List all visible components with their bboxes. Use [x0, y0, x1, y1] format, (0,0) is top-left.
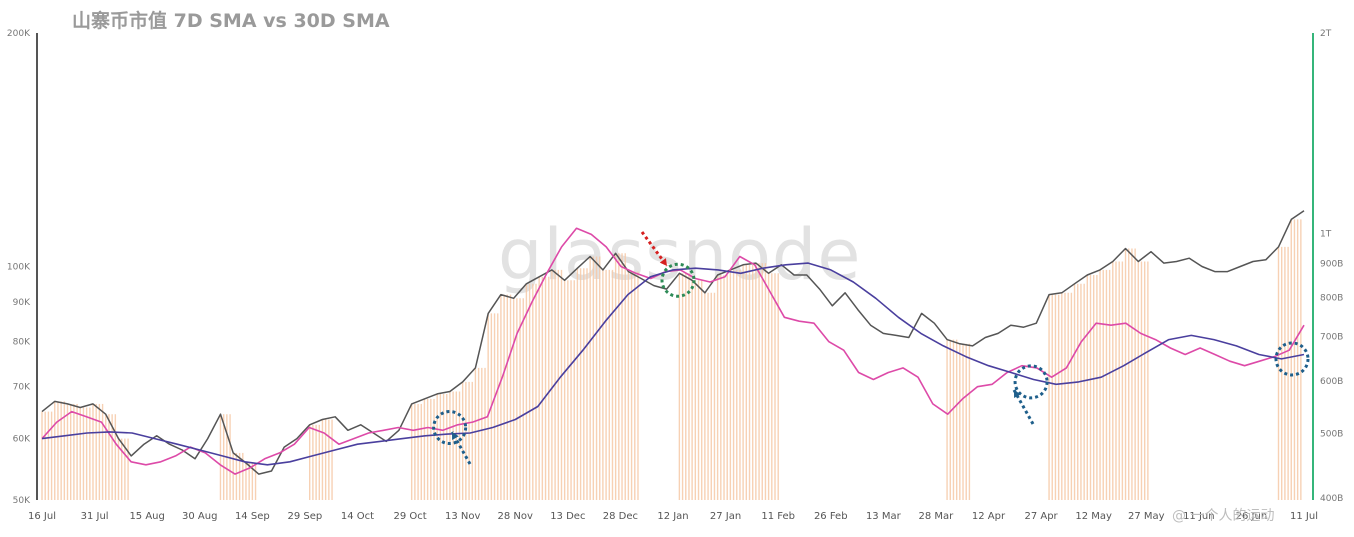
left-tick-label: 70K	[13, 383, 31, 393]
right-tick-label: 800B	[1320, 294, 1343, 304]
x-tick-label: 13 Mar	[866, 511, 902, 522]
x-tick-label: 26 Feb	[814, 511, 848, 522]
right-tick-label: 2T	[1320, 29, 1332, 39]
x-tick-label: 28 Dec	[603, 511, 638, 522]
x-tick-label: 29 Sep	[288, 511, 323, 522]
x-tick-label: 12 Jan	[657, 511, 688, 522]
x-tick-label: 27 Apr	[1024, 511, 1058, 522]
left-tick-label: 200K	[7, 29, 31, 39]
x-tick-label: 12 May	[1075, 511, 1112, 522]
x-tick-label: 28 Nov	[498, 511, 534, 522]
annotation-circle	[432, 410, 468, 446]
annotation-circle	[660, 262, 696, 298]
x-tick-label: 12 Apr	[972, 511, 1006, 522]
right-tick-label: 400B	[1320, 494, 1343, 504]
x-tick-label: 13 Dec	[550, 511, 585, 522]
sma7-line	[41, 227, 1305, 475]
chart-title: 山寨币市值 7D SMA vs 30D SMA	[72, 10, 390, 32]
x-tick-label: 11 Jul	[1290, 511, 1318, 522]
annotation-circle	[1013, 364, 1049, 400]
x-tick-label: 15 Aug	[129, 511, 164, 522]
price-line	[41, 210, 1305, 475]
left-tick-label: 50K	[13, 496, 31, 506]
right-tick-label: 1T	[1320, 229, 1332, 239]
annotation-circle	[1274, 341, 1310, 377]
x-tick-label: 30 Aug	[182, 511, 217, 522]
left-tick-label: 90K	[13, 298, 31, 308]
annotation-arrowhead	[1014, 390, 1021, 398]
right-tick-label: 700B	[1320, 332, 1343, 342]
annotation-arrow	[640, 231, 669, 267]
x-tick-label: 27 Jan	[710, 511, 741, 522]
x-tick-label: 11 Feb	[761, 511, 795, 522]
right-tick-label: 900B	[1320, 260, 1343, 270]
x-tick-label: 31 Jul	[81, 511, 109, 522]
left-tick-label: 60K	[13, 435, 31, 445]
right-tick-label: 500B	[1320, 430, 1343, 440]
sma30-line	[41, 262, 1305, 466]
right-tick-label: 600B	[1320, 377, 1343, 387]
x-tick-label: 14 Oct	[341, 511, 374, 522]
x-tick-label: 14 Sep	[235, 511, 270, 522]
x-tick-label: 29 Oct	[393, 511, 426, 522]
left-tick-label: 100K	[7, 263, 31, 273]
left-tick-label: 80K	[13, 338, 31, 348]
annotation-arrowhead	[452, 432, 459, 440]
x-tick-label: 13 Nov	[445, 511, 481, 522]
x-tick-label: 27 May	[1128, 511, 1165, 522]
x-tick-label: 28 Mar	[919, 511, 955, 522]
credit-watermark: @ 一个人的运动	[1172, 508, 1275, 524]
x-tick-label: 16 Jul	[28, 511, 56, 522]
x-tick-label: 11 Jun	[1183, 511, 1215, 522]
annotation-arrowhead	[659, 258, 667, 266]
x-tick-label: 26 Jun	[1236, 511, 1268, 522]
